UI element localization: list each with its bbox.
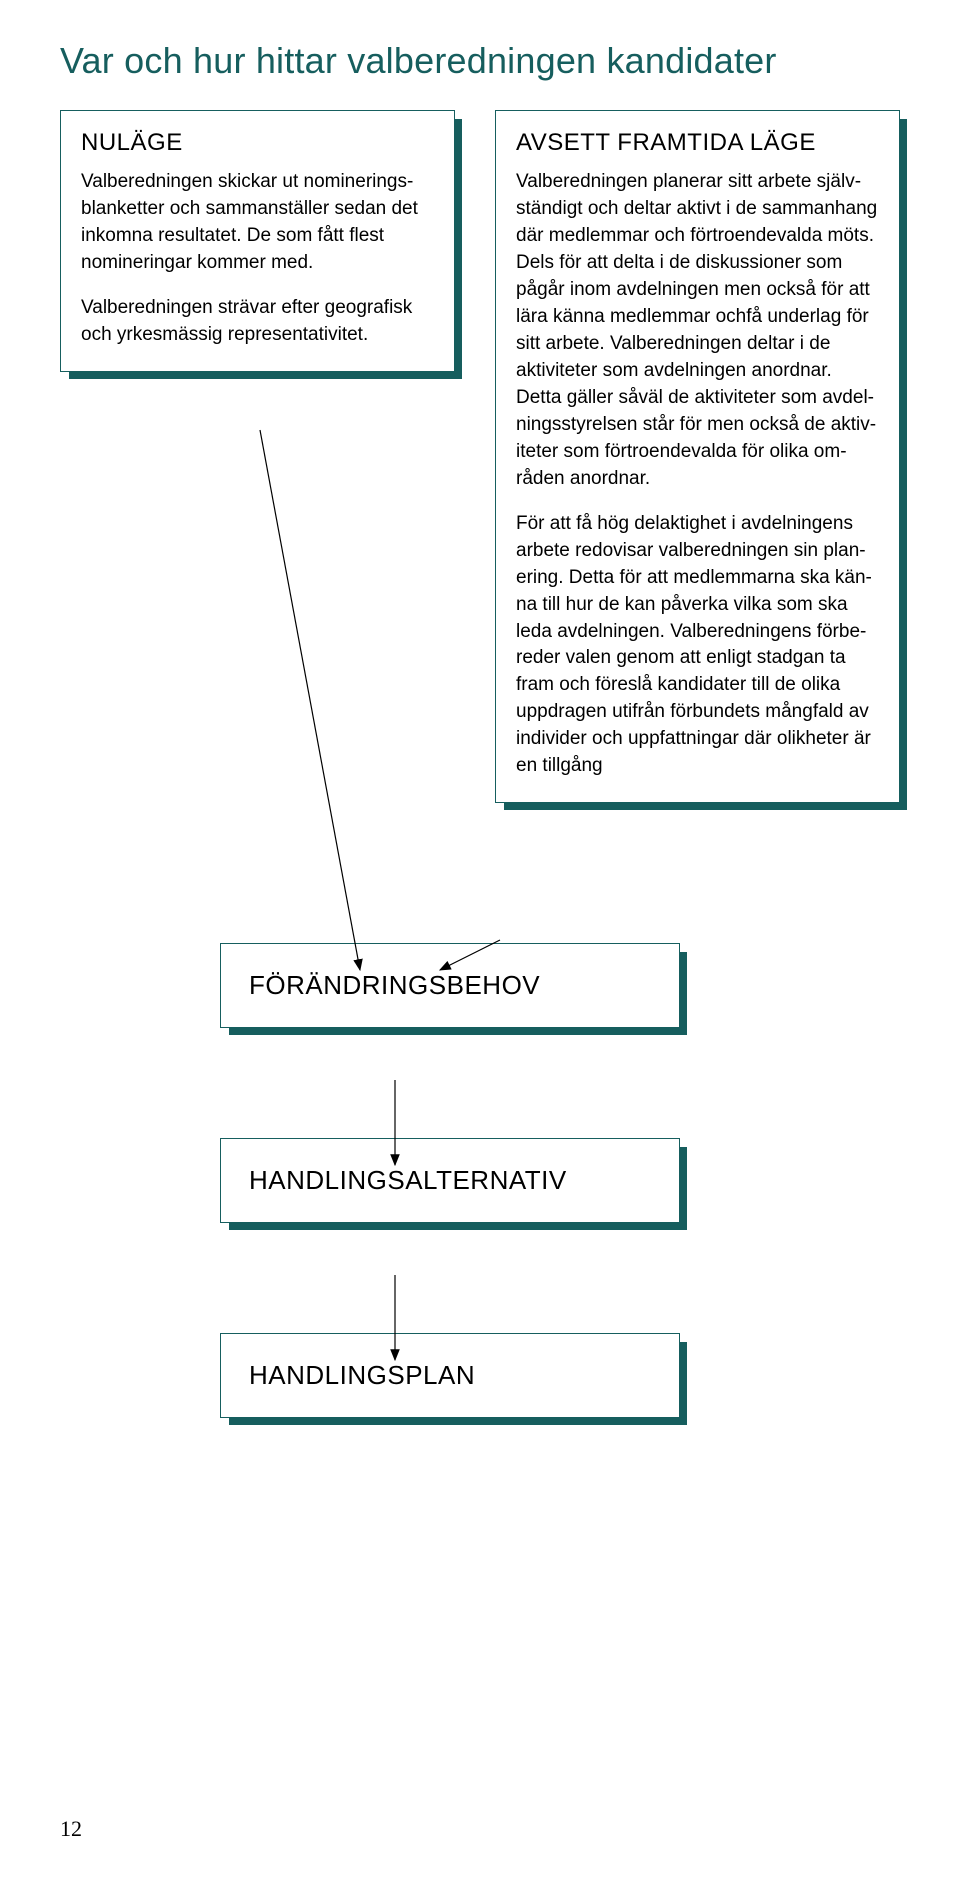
nulage-body: Valberedningen skickar ut nominerings­bl… [81, 169, 434, 349]
flow-column: FÖRÄNDRINGSBEHOV HANDLINGSALTERNATIV HAN… [220, 943, 680, 1418]
forandringsbehov-label: FÖRÄNDRINGSBEHOV [249, 970, 651, 1001]
handlingsalternativ-label: HANDLINGSALTERNATIV [249, 1165, 651, 1196]
handlingsplan-label: HANDLINGSPLAN [249, 1360, 651, 1391]
nulage-heading: NULÄGE [81, 129, 434, 157]
page-title: Var och hur hittar valberedningen kandid… [60, 40, 900, 82]
nulage-box: NULÄGE Valberedningen skickar ut nominer… [60, 110, 455, 372]
nulage-p2: Valberedningen strävar efter geografisk … [81, 295, 434, 349]
forandringsbehov-box: FÖRÄNDRINGSBEHOV [220, 943, 680, 1028]
nulage-p1: Valberedningen skickar ut nominerings­bl… [81, 169, 434, 277]
page-number: 12 [60, 1816, 82, 1842]
framtida-body: Valberedningen planerar sitt arbete själ… [516, 169, 879, 780]
framtida-heading: AVSETT FRAMTIDA LÄGE [516, 129, 879, 157]
framtida-p1: Valberedningen planerar sitt arbete själ… [516, 169, 879, 493]
top-columns: NULÄGE Valberedningen skickar ut nominer… [60, 110, 900, 803]
page: Var och hur hittar valberedningen kandid… [0, 0, 960, 1882]
handlingsalternativ-box: HANDLINGSALTERNATIV [220, 1138, 680, 1223]
framtida-box: AVSETT FRAMTIDA LÄGE Valberedningen plan… [495, 110, 900, 803]
handlingsplan-box: HANDLINGSPLAN [220, 1333, 680, 1418]
framtida-p2: För att få hög delaktighet i avdelningen… [516, 511, 879, 781]
